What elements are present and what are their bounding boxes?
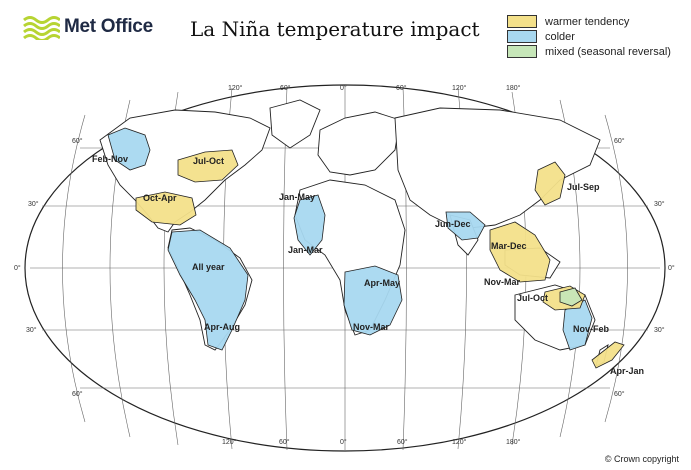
legend-item-warmer: warmer tendency	[507, 14, 671, 29]
bottom-lon-label: 180°	[506, 438, 521, 446]
label-jul-sep: Jul-Sep	[567, 182, 600, 192]
bottom-lon-label: 60°	[279, 438, 290, 446]
region-feb-nov	[107, 127, 151, 171]
legend-item-colder: colder	[507, 29, 671, 44]
asia	[394, 107, 601, 229]
top-lon-label: 120°	[452, 84, 467, 92]
label-feb-nov: Feb-Nov	[92, 154, 128, 164]
legend-label-colder: colder	[545, 30, 575, 43]
legend-item-mixed: mixed (seasonal reversal)	[507, 44, 671, 59]
label-nov-feb: Nov-Feb	[573, 324, 610, 334]
bottom-lon-label: 0°	[340, 438, 347, 446]
top-lon-label: 60°	[280, 84, 291, 92]
label-apr-aug: Apr-Aug	[204, 322, 240, 332]
label-jul-oct-na: Jul-Oct	[193, 156, 224, 166]
region-mixed-australia	[559, 287, 583, 307]
top-lon-label: 60°	[396, 84, 407, 92]
region-jul-oct-na	[177, 149, 239, 183]
legend-swatch-mixed	[507, 45, 537, 58]
region-labels: Feb-Nov Jul-Oct Oct-Apr All year Apr-Aug…	[92, 154, 644, 376]
impact-regions	[107, 127, 625, 369]
legend-swatch-warmer	[507, 15, 537, 28]
copyright: © Crown copyright	[604, 454, 679, 464]
legend-label-mixed: mixed (seasonal reversal)	[545, 45, 671, 58]
page-title: La Niña temperature impact	[190, 17, 480, 41]
met-office-logo: Met Office	[22, 14, 153, 40]
label-jan-may: Jan-May	[279, 192, 315, 202]
label-nov-mar-af: Nov-Mar	[353, 322, 390, 332]
label-nov-mar-as: Nov-Mar	[484, 277, 521, 287]
label-jul-oct-au: Jul-Oct	[517, 293, 548, 303]
region-apr-may-nov-mar	[343, 265, 403, 336]
label-mar-dec: Mar-Dec	[491, 241, 527, 251]
left-lat-label: 30°	[28, 200, 39, 208]
left-lat-label: 30°	[26, 326, 37, 334]
region-jun-dec	[445, 211, 486, 241]
right-lat-label: 30°	[654, 326, 665, 334]
left-lat-label: 60°	[72, 137, 83, 145]
world-map: 120° 60° 0° 60° 120° 180° 120° 60° 0° 60…	[14, 84, 675, 452]
label-jun-dec: Jun-Dec	[435, 219, 471, 229]
top-lon-label: 0°	[340, 84, 347, 92]
region-nov-feb	[562, 299, 593, 351]
left-lat-label: 60°	[72, 390, 83, 398]
bottom-lon-label: 60°	[397, 438, 408, 446]
label-apr-jan: Apr-Jan	[610, 366, 644, 376]
region-mar-dec-nov-mar	[489, 221, 551, 283]
left-lat-label: 0°	[14, 264, 21, 272]
bottom-lon-label: 120°	[452, 438, 467, 446]
label-all-year: All year	[192, 262, 225, 272]
region-apr-jan	[591, 341, 625, 369]
legend: warmer tendency colder mixed (seasonal r…	[507, 14, 671, 59]
legend-label-warmer: warmer tendency	[545, 15, 630, 28]
top-lon-label: 180°	[506, 84, 521, 92]
greenland	[269, 99, 321, 149]
label-oct-apr: Oct-Apr	[143, 193, 177, 203]
label-apr-may: Apr-May	[364, 278, 400, 288]
right-lat-label: 30°	[654, 200, 665, 208]
region-oct-apr	[135, 191, 197, 226]
right-lat-label: 60°	[614, 390, 625, 398]
label-jan-mar: Jan-Mar	[288, 245, 323, 255]
top-lon-label: 120°	[228, 84, 243, 92]
region-all-year-apr-aug	[167, 229, 249, 351]
region-jan-may-mar	[293, 194, 326, 256]
logo-text: Met Office	[64, 16, 153, 37]
bottom-lon-label: 120°	[222, 438, 237, 446]
europe	[317, 111, 401, 176]
region-jul-sep	[534, 161, 566, 206]
grid-labels: 120° 60° 0° 60° 120° 180° 120° 60° 0° 60…	[14, 84, 675, 446]
right-lat-label: 0°	[668, 264, 675, 272]
right-lat-label: 60°	[614, 137, 625, 145]
met-office-wave-icon	[23, 16, 60, 40]
legend-swatch-colder	[507, 30, 537, 43]
